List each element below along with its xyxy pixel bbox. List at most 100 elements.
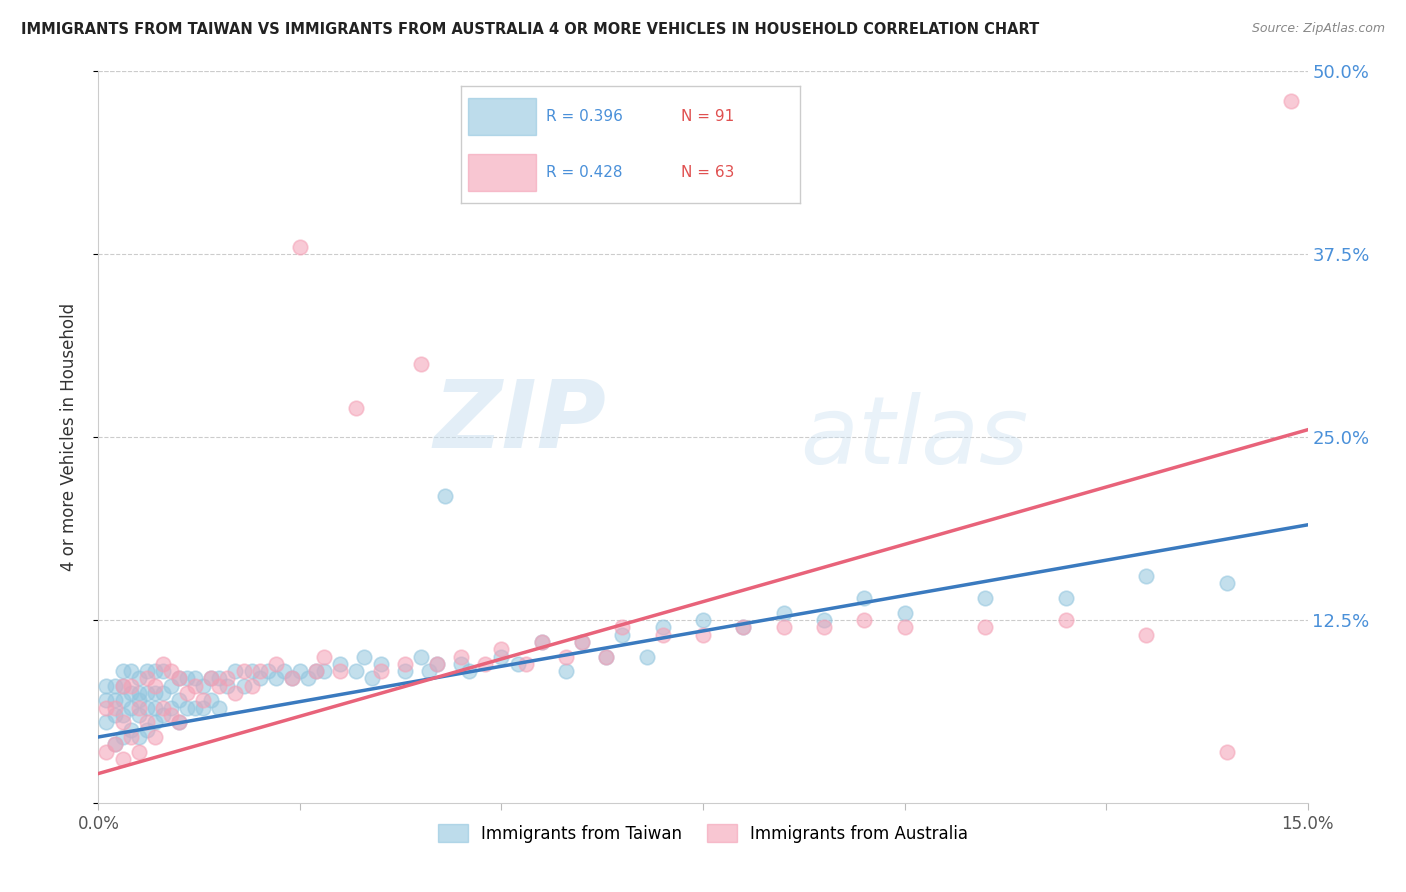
Point	[200, 672, 222, 686]
Point	[232, 679, 254, 693]
Point	[200, 693, 222, 707]
Point	[217, 672, 239, 686]
Point	[329, 657, 352, 671]
Point	[1054, 591, 1077, 605]
Point	[491, 649, 513, 664]
Point	[288, 240, 311, 254]
Point	[167, 715, 190, 730]
Point	[184, 679, 207, 693]
Point	[120, 679, 142, 693]
Point	[288, 664, 311, 678]
Point	[1216, 745, 1239, 759]
Point	[506, 657, 529, 671]
Point	[128, 686, 150, 700]
Point	[160, 700, 183, 714]
Point	[135, 700, 157, 714]
Point	[314, 664, 336, 678]
Point	[1135, 569, 1157, 583]
Point	[143, 679, 166, 693]
Point	[152, 708, 174, 723]
Point	[394, 664, 416, 678]
Point	[651, 627, 673, 641]
Point	[612, 627, 634, 641]
Point	[135, 723, 157, 737]
Point	[193, 679, 215, 693]
Point	[152, 664, 174, 678]
Point	[571, 635, 593, 649]
Point	[491, 642, 513, 657]
Point	[111, 679, 134, 693]
Point	[103, 679, 125, 693]
Point	[515, 657, 537, 671]
Point	[176, 686, 198, 700]
Point	[167, 672, 190, 686]
Point	[1281, 94, 1303, 108]
Point	[853, 591, 876, 605]
Point	[143, 664, 166, 678]
Point	[733, 620, 755, 634]
Point	[418, 664, 440, 678]
Point	[474, 657, 496, 671]
Point	[409, 357, 432, 371]
Point	[1054, 613, 1077, 627]
Point	[281, 672, 304, 686]
Point	[1216, 576, 1239, 591]
Point	[103, 693, 125, 707]
Point	[143, 715, 166, 730]
Point	[344, 401, 367, 415]
Point	[208, 679, 231, 693]
Point	[111, 664, 134, 678]
Point	[450, 649, 472, 664]
Point	[120, 686, 142, 700]
Point	[128, 745, 150, 759]
Text: ZIP: ZIP	[433, 376, 606, 468]
Point	[555, 664, 578, 678]
Point	[208, 672, 231, 686]
Point	[120, 723, 142, 737]
Point	[249, 664, 271, 678]
Point	[893, 606, 915, 620]
Point	[128, 708, 150, 723]
Text: IMMIGRANTS FROM TAIWAN VS IMMIGRANTS FROM AUSTRALIA 4 OR MORE VEHICLES IN HOUSEH: IMMIGRANTS FROM TAIWAN VS IMMIGRANTS FRO…	[21, 22, 1039, 37]
Point	[184, 700, 207, 714]
Point	[530, 635, 553, 649]
Point	[167, 693, 190, 707]
Point	[733, 620, 755, 634]
Point	[103, 737, 125, 751]
Point	[974, 620, 997, 634]
Y-axis label: 4 or more Vehicles in Household: 4 or more Vehicles in Household	[59, 303, 77, 571]
Point	[152, 700, 174, 714]
Point	[111, 708, 134, 723]
Point	[370, 664, 392, 678]
Point	[96, 745, 118, 759]
Point	[160, 708, 183, 723]
Point	[152, 686, 174, 700]
Point	[636, 649, 658, 664]
Point	[1135, 627, 1157, 641]
Point	[426, 657, 449, 671]
Point	[893, 620, 915, 634]
Point	[297, 672, 319, 686]
Point	[128, 693, 150, 707]
Point	[394, 657, 416, 671]
Point	[555, 649, 578, 664]
Point	[692, 627, 714, 641]
Point	[111, 693, 134, 707]
Legend: Immigrants from Taiwan, Immigrants from Australia: Immigrants from Taiwan, Immigrants from …	[432, 818, 974, 849]
Point	[135, 664, 157, 678]
Point	[167, 672, 190, 686]
Point	[232, 664, 254, 678]
Point	[974, 591, 997, 605]
Point	[249, 672, 271, 686]
Point	[176, 700, 198, 714]
Point	[314, 649, 336, 664]
Point	[434, 489, 457, 503]
Point	[96, 693, 118, 707]
Text: Source: ZipAtlas.com: Source: ZipAtlas.com	[1251, 22, 1385, 36]
Point	[160, 664, 183, 678]
Point	[224, 664, 246, 678]
Point	[692, 613, 714, 627]
Point	[273, 664, 295, 678]
Point	[208, 700, 231, 714]
Point	[772, 606, 794, 620]
